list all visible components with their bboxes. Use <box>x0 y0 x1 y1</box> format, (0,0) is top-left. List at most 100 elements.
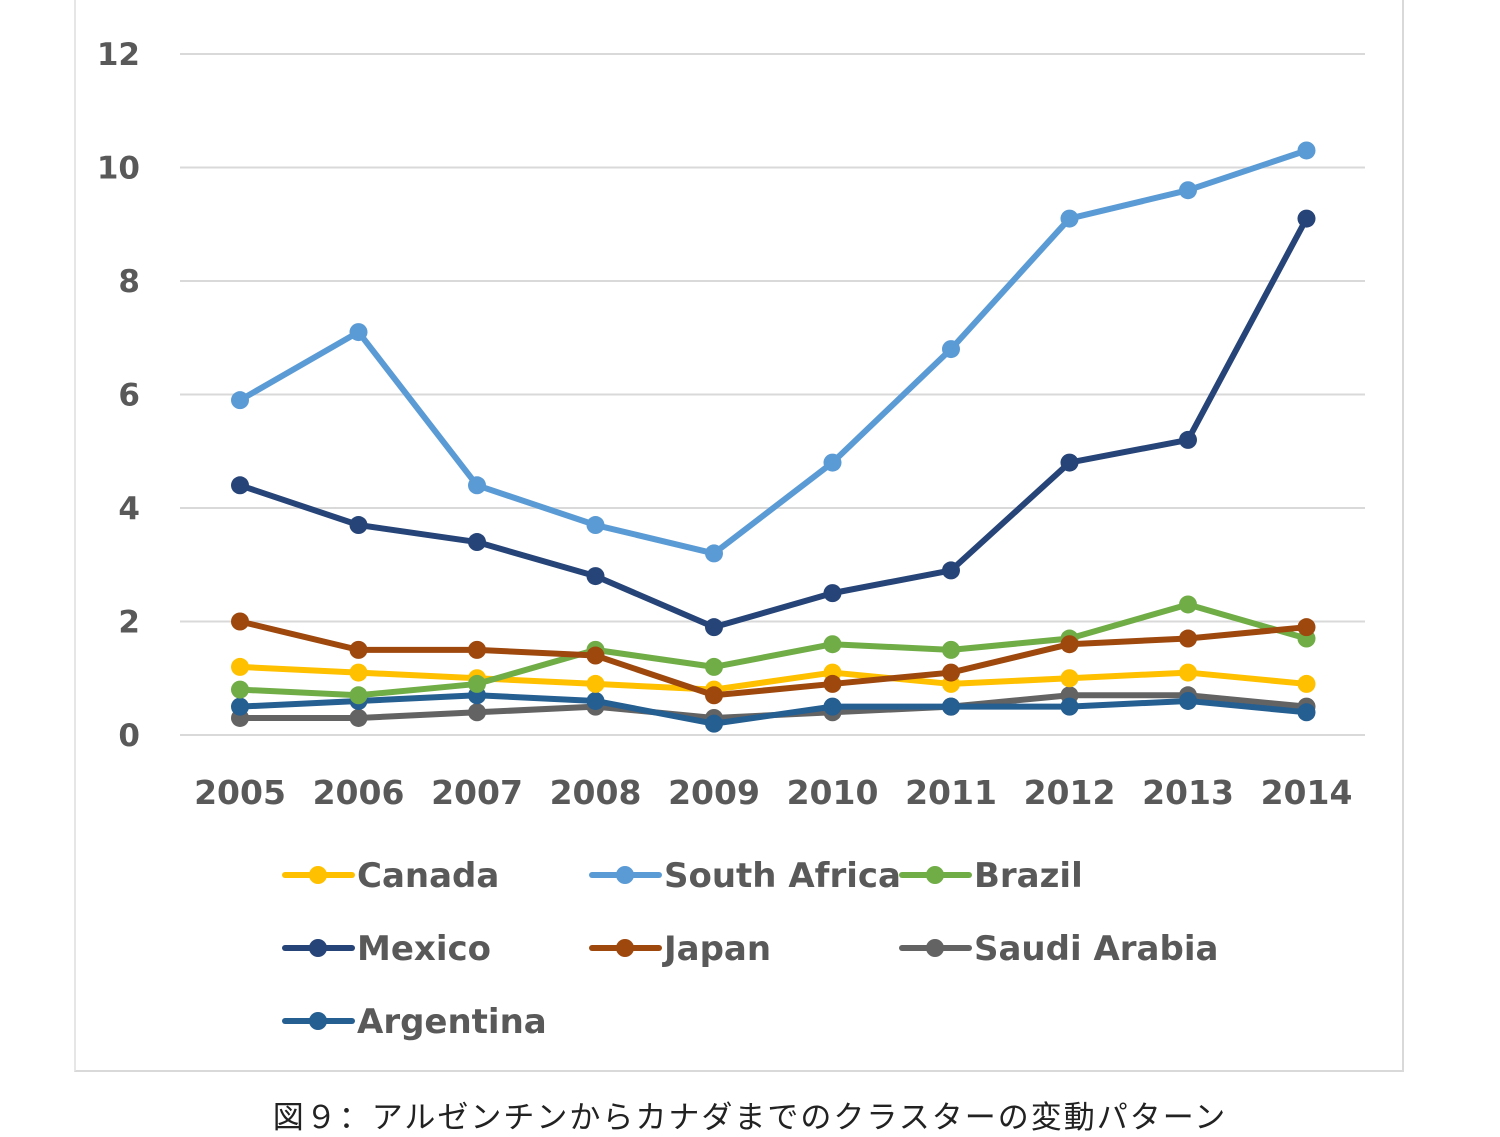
legend-label: Brazil <box>974 856 1083 896</box>
data-point <box>1060 453 1079 472</box>
data-point <box>349 640 368 659</box>
data-point <box>1297 674 1316 693</box>
y-tick-label: 10 <box>97 151 140 187</box>
data-point <box>1060 209 1079 228</box>
legend-item-mexico: Mexico <box>282 929 491 969</box>
series-line-japan <box>237 618 1310 699</box>
data-point <box>705 657 723 676</box>
legend-label: Canada <box>357 856 499 896</box>
x-tick-label: 2011 <box>905 773 997 812</box>
data-point <box>1297 209 1316 228</box>
data-point <box>1179 691 1197 710</box>
data-point <box>705 544 723 563</box>
data-point <box>231 697 249 716</box>
data-point <box>823 674 842 693</box>
data-point <box>1179 629 1197 648</box>
series-mexico <box>231 209 1316 637</box>
legend-swatch-marker <box>926 866 944 884</box>
legend-label: Japan <box>662 929 771 969</box>
data-point <box>1297 618 1316 637</box>
data-point <box>349 708 368 727</box>
series-line-mexico <box>237 215 1310 631</box>
series-line-canada <box>237 663 1310 693</box>
x-tick-label: 2006 <box>313 773 405 812</box>
data-point <box>468 476 486 495</box>
data-point <box>468 640 486 659</box>
data-point <box>349 516 368 535</box>
legend-item-argentina: Argentina <box>282 1002 547 1042</box>
legend-swatch-marker <box>616 939 634 957</box>
y-tick-label: 4 <box>118 491 140 527</box>
data-point <box>586 646 605 665</box>
series-lines <box>231 141 1316 733</box>
legend-label: Argentina <box>357 1002 547 1042</box>
data-point <box>1060 635 1079 654</box>
data-point <box>942 340 960 359</box>
data-point <box>468 674 486 693</box>
legend-swatch-marker <box>926 939 944 957</box>
data-point <box>1297 703 1316 722</box>
series-japan <box>231 612 1316 705</box>
legend-swatch-marker <box>616 866 634 884</box>
data-point <box>1060 697 1079 716</box>
legend-item-japan: Japan <box>589 929 771 969</box>
data-point <box>1297 141 1316 160</box>
legend-swatch-marker <box>309 1012 327 1030</box>
data-point <box>1179 181 1197 200</box>
data-point <box>823 453 842 472</box>
y-tick-label: 8 <box>118 264 140 300</box>
data-point <box>823 584 842 603</box>
series-south-africa <box>231 141 1316 563</box>
legend-label: South Africa <box>664 856 901 896</box>
data-point <box>468 703 486 722</box>
legend-swatch-marker <box>309 866 327 884</box>
data-point <box>1179 595 1197 614</box>
data-point <box>942 697 960 716</box>
data-point <box>1060 669 1079 688</box>
x-tick-label: 2005 <box>194 773 286 812</box>
legend-item-saudi-arabia: Saudi Arabia <box>899 929 1218 969</box>
legend-swatch-marker <box>309 939 327 957</box>
series-line-south-africa <box>237 147 1310 557</box>
data-point <box>349 323 368 342</box>
y-tick-label: 12 <box>97 37 140 73</box>
legend-item-brazil: Brazil <box>899 856 1083 896</box>
data-point <box>1179 663 1197 682</box>
x-tick-label: 2014 <box>1261 773 1353 812</box>
data-point <box>586 567 605 586</box>
data-point <box>231 657 249 676</box>
legend-label: Mexico <box>357 929 491 969</box>
series-line-argentina <box>237 692 1310 727</box>
data-point <box>349 686 368 705</box>
data-point <box>942 640 960 659</box>
y-tick-label: 0 <box>118 718 140 754</box>
x-tick-label: 2013 <box>1142 773 1234 812</box>
data-point <box>231 612 249 631</box>
x-tick-label: 2007 <box>431 773 523 812</box>
data-point <box>823 635 842 654</box>
x-tick-label: 2010 <box>787 773 879 812</box>
y-tick-label: 2 <box>118 605 140 641</box>
data-point <box>705 686 723 705</box>
legend-item-canada: Canada <box>282 856 499 896</box>
data-point <box>823 697 842 716</box>
data-point <box>1179 430 1197 449</box>
chart-frame <box>74 0 1404 1072</box>
data-point <box>349 663 368 682</box>
y-tick-label: 6 <box>118 378 140 414</box>
data-point <box>586 691 605 710</box>
data-point <box>705 714 723 733</box>
data-point <box>942 561 960 580</box>
data-point <box>586 516 605 535</box>
x-axis-ticks: 2005 2006 2007 2008 2009 2010 2011 2012 2013 2014 <box>194 773 1352 812</box>
figure-caption: 図９：アルゼンチンからカナダまでのクラスターの変動パターン <box>272 1100 1228 1136</box>
legend-item-south-africa: South Africa <box>589 856 901 896</box>
x-tick-label: 2009 <box>668 773 760 812</box>
legend-label: Saudi Arabia <box>974 929 1218 969</box>
data-point <box>231 476 249 495</box>
series-line-brazil <box>237 601 1310 699</box>
legend: Canada South Africa Brazil Mexico Japan Saudi… <box>282 856 1218 1042</box>
gridlines <box>180 53 1365 736</box>
data-point <box>942 663 960 682</box>
